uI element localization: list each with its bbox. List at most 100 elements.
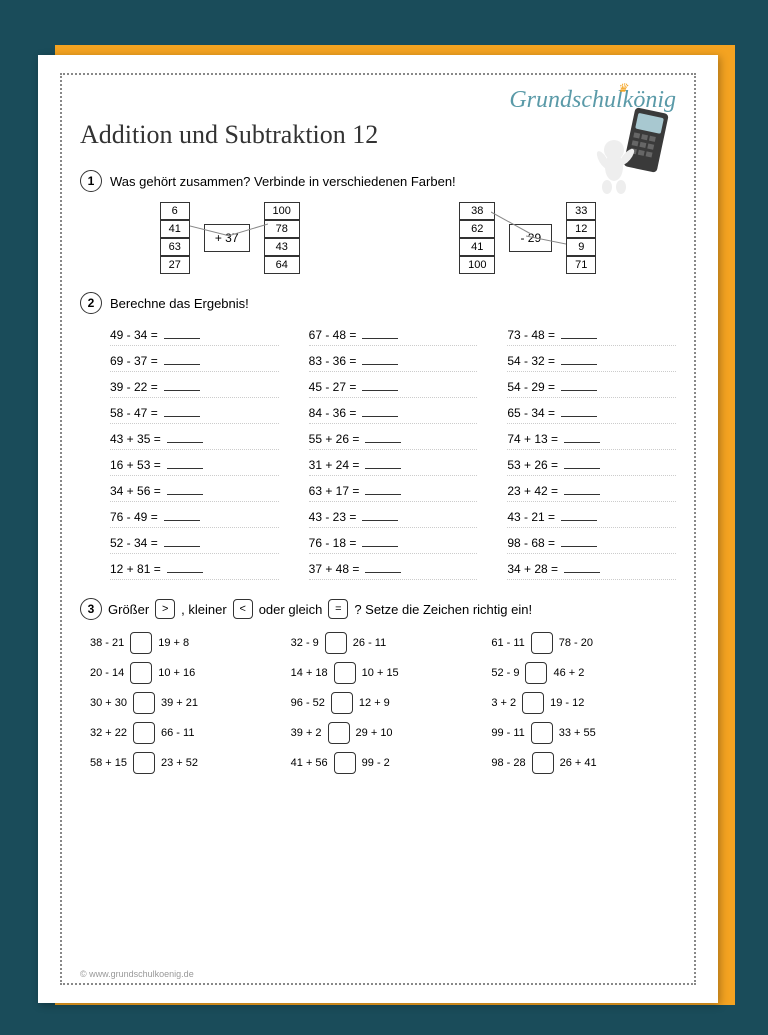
comparison-item: 58 + 1523 + 52 [90,752,275,774]
answer-blank[interactable] [365,561,401,573]
comparison-item: 3 + 219 - 12 [491,692,676,714]
answer-blank[interactable] [362,327,398,339]
comparison-input-box[interactable] [130,662,152,684]
comparison-input-box[interactable] [325,632,347,654]
exercise-1-content: 6 41 63 27 + 37 100 78 43 64 38 62 [80,202,676,274]
exercise-2-header: 2 Berechne das Ergebnis! [80,292,676,314]
content-frame: ♛ Grundschulkönig Addition und Subtrakti… [60,73,696,985]
answer-blank[interactable] [164,535,200,547]
answer-blank[interactable] [561,509,597,521]
comparison-input-box[interactable] [532,752,554,774]
left-expression: 99 - 11 [491,727,524,739]
answer-blank[interactable] [167,431,203,443]
equation-item: 76 - 18 = [309,532,478,554]
equation-item: 12 + 81 = [110,558,279,580]
equation-item: 53 + 26 = [507,454,676,476]
answer-blank[interactable] [362,379,398,391]
comparison-item: 32 - 926 - 11 [291,632,476,654]
equation-text: 69 - 37 = [110,354,158,368]
comparison-input-box[interactable] [328,722,350,744]
equation-text: 63 + 17 = [309,484,360,498]
comparison-input-box[interactable] [133,752,155,774]
right-expression: 46 + 2 [553,667,584,679]
equation-text: 52 - 34 = [110,536,158,550]
comparison-item: 14 + 1810 + 15 [291,662,476,684]
equals-icon: = [328,599,348,619]
equation-item: 55 + 26 = [309,428,478,450]
left-column: 38 62 41 100 [459,202,495,274]
answer-blank[interactable] [561,353,597,365]
equation-text: 49 - 34 = [110,328,158,342]
left-expression: 39 + 2 [291,727,322,739]
answer-blank[interactable] [564,483,600,495]
answer-blank[interactable] [561,405,597,417]
page-title: Addition und Subtraktion 12 [80,120,676,150]
comparison-input-box[interactable] [331,692,353,714]
connector-line-icon [228,204,268,264]
comparison-input-box[interactable] [133,722,155,744]
answer-blank[interactable] [365,457,401,469]
comparison-input-box[interactable] [133,692,155,714]
equation-item: 43 - 23 = [309,506,478,528]
comparison-input-box[interactable] [334,662,356,684]
equation-item: 83 - 36 = [309,350,478,372]
answer-blank[interactable] [365,483,401,495]
exercise-1-prompt: Was gehört zusammen? Verbinde in verschi… [110,174,456,189]
answer-blank[interactable] [362,353,398,365]
exercise-1-header: 1 Was gehört zusammen? Verbinde in versc… [80,170,676,192]
equation-text: 34 + 28 = [507,562,558,576]
connector-line-icon [491,204,531,264]
equation-item: 43 + 35 = [110,428,279,450]
equation-text: 53 + 26 = [507,458,558,472]
answer-blank[interactable] [561,327,597,339]
left-expression: 38 - 21 [90,637,124,649]
comparison-input-box[interactable] [531,722,553,744]
answer-blank[interactable] [362,535,398,547]
comparison-input-box[interactable] [130,632,152,654]
comparison-input-box[interactable] [334,752,356,774]
answer-blank[interactable] [561,535,597,547]
answer-blank[interactable] [167,561,203,573]
answer-blank[interactable] [561,379,597,391]
answer-blank[interactable] [365,431,401,443]
equation-item: 63 + 17 = [309,480,478,502]
right-expression: 66 - 11 [161,727,194,739]
equation-text: 84 - 36 = [309,406,357,420]
right-expression: 39 + 21 [161,697,198,709]
equation-text: 67 - 48 = [309,328,357,342]
comparison-input-box[interactable] [522,692,544,714]
equation-item: 49 - 34 = [110,324,279,346]
exercise-2-prompt: Berechne das Ergebnis! [110,296,249,311]
answer-blank[interactable] [362,405,398,417]
answer-blank[interactable] [164,509,200,521]
answer-blank[interactable] [564,561,600,573]
equation-item: 58 - 47 = [110,402,279,424]
equation-text: 39 - 22 = [110,380,158,394]
exercise-number-3: 3 [80,598,102,620]
answer-blank[interactable] [167,483,203,495]
answer-blank[interactable] [362,509,398,521]
answer-blank[interactable] [564,457,600,469]
calculator-figure-icon [589,105,669,195]
equation-item: 16 + 53 = [110,454,279,476]
equation-text: 65 - 34 = [507,406,555,420]
exercise-number-2: 2 [80,292,102,314]
answer-blank[interactable] [164,327,200,339]
right-expression: 19 + 8 [158,637,189,649]
equation-text: 76 - 49 = [110,510,158,524]
right-column: 33 12 9 71 [566,202,596,274]
answer-blank[interactable] [564,431,600,443]
comparison-input-box[interactable] [525,662,547,684]
answer-blank[interactable] [164,379,200,391]
less-than-icon: < [233,599,253,619]
equation-text: 16 + 53 = [110,458,161,472]
equation-item: 45 - 27 = [309,376,478,398]
right-expression: 78 - 20 [559,637,593,649]
right-expression: 12 + 9 [359,697,390,709]
equation-item: 54 - 29 = [507,376,676,398]
comparison-item: 96 - 5212 + 9 [291,692,476,714]
answer-blank[interactable] [164,353,200,365]
answer-blank[interactable] [167,457,203,469]
comparison-input-box[interactable] [531,632,553,654]
answer-blank[interactable] [164,405,200,417]
